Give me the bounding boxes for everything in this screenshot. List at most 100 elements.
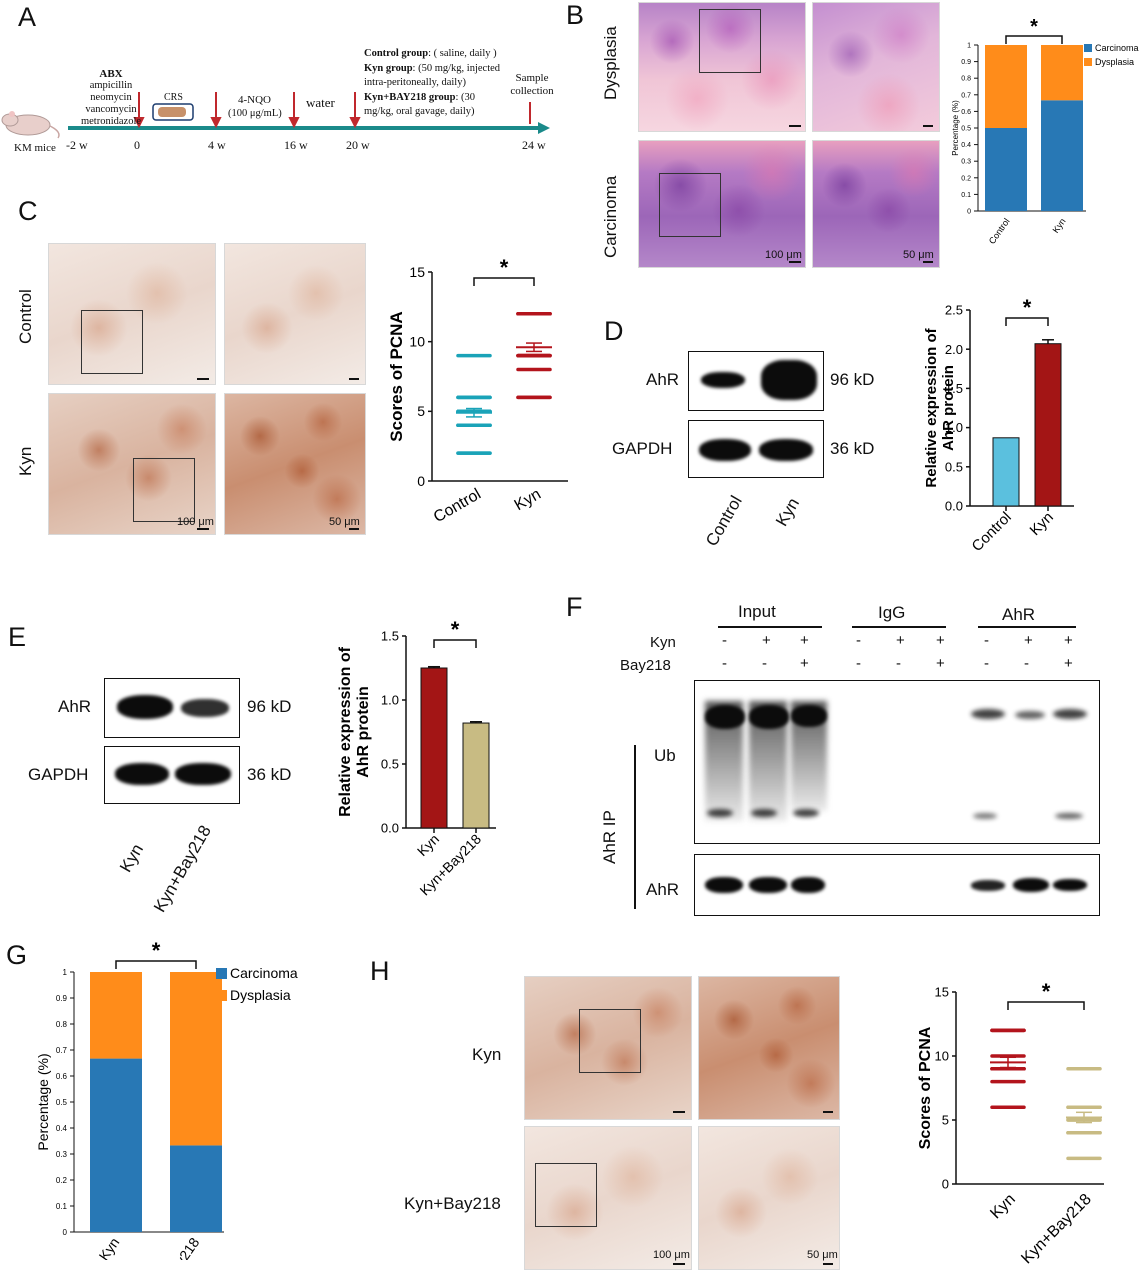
bar-dysplasia <box>985 45 1027 128</box>
significance-bracket <box>473 277 535 286</box>
x-tick-label: Kyn <box>1027 509 1057 539</box>
bar <box>462 722 490 829</box>
x-tick-label: Kyn+Bay218 <box>144 1234 203 1260</box>
timeline-markers <box>133 92 531 129</box>
micrograph-carcinoma-high: 50 μm <box>812 140 940 268</box>
legend-swatch <box>1084 44 1092 52</box>
significance-bracket <box>1005 35 1063 44</box>
micrograph-kyn-low <box>524 976 692 1120</box>
blot-d-gapdh <box>688 420 824 478</box>
micrograph-carcinoma-low: 100 μm <box>638 140 806 268</box>
panel-label-b: B <box>566 0 585 30</box>
bay218-sign: + <box>936 655 945 672</box>
kyn-sign: + <box>936 632 945 649</box>
y-tick-label: 0.2 <box>56 1176 68 1185</box>
micrograph-dysplasia-high <box>812 2 940 132</box>
abx-title: ABX <box>99 68 123 80</box>
micrograph-kyn-low: 100 μm <box>48 393 216 535</box>
significance-star: * <box>152 940 161 963</box>
band-size-36kd: 36 kD <box>830 439 875 458</box>
bay218-sign: + <box>800 655 809 672</box>
bar-dysplasia <box>1041 45 1083 101</box>
significance-bracket <box>433 639 477 648</box>
y-axis-label: AhR protein <box>355 686 372 778</box>
y-tick-label: 0.1 <box>961 192 971 199</box>
kyn-sign: + <box>896 632 905 649</box>
y-tick-label: 10 <box>409 334 425 350</box>
y-tick-label: 0.4 <box>961 142 971 149</box>
y-tick-label: 1.5 <box>945 381 963 396</box>
ip-label: AhR IP <box>600 810 619 864</box>
y-tick-label: 0.0 <box>945 499 963 514</box>
y-tick-label: 0 <box>63 1228 68 1237</box>
micrograph-kyn-bay218-high: 50 μm <box>698 1126 840 1270</box>
significance-star: * <box>1023 295 1032 320</box>
micrograph-kyn-bay218-low: 100 μm <box>524 1126 692 1270</box>
significance-star: * <box>500 255 509 280</box>
row-label-kyn-bay218: Kyn+Bay218 <box>404 1194 501 1213</box>
y-tick-label: 10 <box>935 1049 949 1064</box>
y-tick-label: 1.5 <box>381 629 399 644</box>
band-size-36kd: 36 kD <box>247 765 292 784</box>
x-tick-label: Kyn <box>1051 216 1068 234</box>
significance-bracket <box>1007 1001 1085 1010</box>
kyn-sign: - <box>984 632 989 649</box>
bay218-sign: - <box>856 655 861 672</box>
y-tick-label: 0.8 <box>961 76 971 83</box>
y-tick-label: 1 <box>63 968 68 977</box>
timeline-diagram <box>1 92 550 139</box>
bar-carcinoma <box>985 128 1027 211</box>
y-tick-label: 1.0 <box>945 420 963 435</box>
sample-collection-label: Sample collection <box>510 72 554 97</box>
blot-f-ub <box>694 680 1100 844</box>
bar-carcinoma <box>1041 100 1083 211</box>
y-tick-label: 0.0 <box>381 821 399 836</box>
y-tick-label: 0.5 <box>945 459 963 474</box>
y-axis-label: Percentage (%) <box>35 1053 51 1150</box>
lane-label-kyn: Kyn <box>116 840 148 876</box>
band-size-96kd: 96 kD <box>830 370 875 389</box>
kyn-sign: + <box>762 632 771 649</box>
group-label-ahr: AhR <box>1002 605 1036 624</box>
legend-swatch <box>1084 58 1092 66</box>
bar-dysplasia <box>170 972 222 1146</box>
y-axis-label: Scores of PCNA <box>917 1026 934 1149</box>
x-tick-label: Kyn <box>96 1235 123 1260</box>
y-axis-label: Relative expression of <box>337 646 354 817</box>
panel-label-d: D <box>604 316 624 346</box>
scale-label: 100 μm <box>765 249 802 261</box>
mouse-label: KM mice <box>14 142 56 154</box>
significance-star: * <box>1030 16 1038 38</box>
legend-label: Carcinoma <box>230 965 298 981</box>
water-label: water <box>306 95 335 110</box>
kyn-sign: + <box>800 632 809 649</box>
y-tick-label: 5 <box>417 403 425 419</box>
y-axis-label: Percentage (%) <box>951 100 960 156</box>
scale-label: 50 μm <box>807 1249 838 1261</box>
row-label-kyn: Kyn <box>650 634 676 651</box>
blot-d-ahr <box>688 351 824 411</box>
cage-label: CRS <box>164 92 183 103</box>
chart-d-bar: 0.0 0.5 1.0 1.5 2.0 2.5 Control Kyn Relative exp… <box>923 295 1074 555</box>
significance-star: * <box>451 617 460 642</box>
y-axis-label: AhR protein <box>940 365 957 451</box>
x-tick-label: Control <box>987 216 1012 246</box>
bay218-sign: - <box>722 655 727 672</box>
scale-label: 50 μm <box>329 516 360 528</box>
band-label-gapdh: GAPDH <box>28 765 89 784</box>
lane-label-kyn-bay218: Kyn+Bay218 <box>150 822 215 916</box>
band-label-gapdh: GAPDH <box>612 439 673 458</box>
significance-star: * <box>1042 979 1051 1004</box>
significance-bracket <box>115 960 197 969</box>
bar <box>992 437 1020 507</box>
scale-label: 50 μm <box>903 249 934 261</box>
kyn-sign: + <box>1024 632 1033 649</box>
micrograph-kyn-high: 50 μm <box>224 393 366 535</box>
band-size-96kd: 96 kD <box>247 697 292 716</box>
y-tick-label: 15 <box>935 985 949 1000</box>
scale-label: 100 μm <box>653 1249 690 1261</box>
legend-swatch <box>216 968 227 979</box>
micrograph-control-low <box>48 243 216 385</box>
panel-label-f: F <box>566 592 583 622</box>
